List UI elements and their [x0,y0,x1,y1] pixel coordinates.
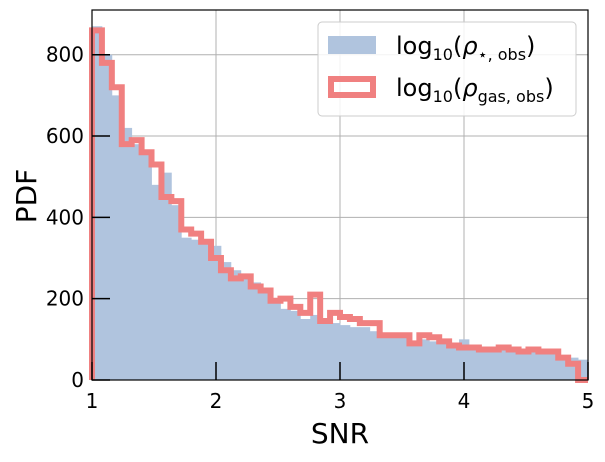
x-axis-label: SNR [311,417,369,450]
stellar-bar [359,327,371,380]
y-tick-label-0: 0 [71,368,84,392]
x-tick-label-3: 4 [458,389,471,413]
stellar-bar [121,127,133,381]
y-tick-label-2: 400 [46,205,84,229]
stellar-bar [578,359,589,380]
x-tick-label-0: 1 [86,389,99,413]
stellar-bar [399,337,410,380]
stellar-bar [478,347,490,380]
stellar-bar [379,333,390,380]
stellar-bar [211,245,222,380]
stellar-bar [568,357,579,380]
stellar-bar [310,314,321,380]
x-tick-label-2: 3 [334,389,347,413]
legend: log10(ρ⋆, obs) log10(ρgas, obs) [317,21,577,117]
x-tick-label-4: 5 [582,389,595,413]
stellar-bar [449,343,460,380]
stellar-bar [111,95,123,380]
stellar-bar [92,26,103,381]
stellar-bar [419,339,430,380]
stellar-bar [349,327,361,380]
stellar-bar [260,290,271,380]
stellar-bar [548,353,559,380]
stellar-bar [518,351,529,380]
stellar-bar [161,172,172,380]
stellar-bar [330,323,341,380]
legend-box [317,21,577,117]
stellar-bar [498,349,510,380]
stellar-bar [538,351,549,380]
stellar-bar [220,262,232,380]
stellar-bar [389,335,400,380]
stellar-bar [409,341,420,380]
stellar-bar [141,152,152,380]
stellar-bar [240,274,252,380]
stellar-bar [429,341,440,380]
y-tick-label-4: 800 [46,43,84,67]
x-tick-label-1: 2 [210,389,223,413]
stellar-bar [131,144,142,380]
y-tick-label-1: 200 [46,287,84,311]
stellar-bar [250,282,262,380]
stellar-bar [280,308,291,380]
y-tick-label-3: 600 [46,124,84,148]
y-axis-label: PDF [10,169,43,224]
stellar-bar [508,351,519,380]
legend-swatch-gas [328,76,376,98]
stellar-bar [439,341,450,380]
stellar-bar [340,325,351,380]
stellar-bar [191,239,202,380]
stellar-bar [201,241,212,380]
stellar-bar [181,237,192,380]
y-tick-labels: 0 200 400 600 800 [46,43,84,392]
stellar-bar [528,349,539,380]
stellar-bar [459,339,470,380]
stellar-bar [290,310,301,380]
stellar-bar [320,323,331,380]
stellar-bar [270,302,281,380]
stellar-bar [468,345,480,380]
gas-histogram-step-line [89,27,588,383]
axis-ticks [91,53,589,381]
stellar-bar [230,270,242,380]
stellar-bar [488,347,500,380]
stellar-bar [300,319,311,380]
x-tick-labels: 1 2 3 4 5 [86,389,595,413]
stellar-bar [369,331,381,380]
stellar-bar [151,184,162,380]
stellar-bar [558,355,569,380]
legend-swatch-stellar [328,36,376,54]
stellar-bar [171,205,182,380]
